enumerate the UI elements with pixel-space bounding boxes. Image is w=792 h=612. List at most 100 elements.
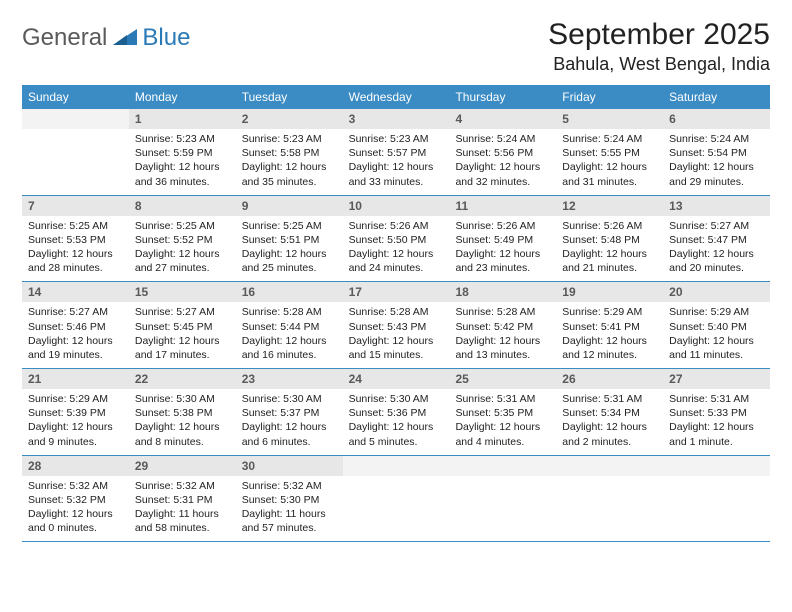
daylight-text: Daylight: 12 hours and 16 minutes. bbox=[242, 334, 337, 362]
sunrise-text: Sunrise: 5:32 AM bbox=[242, 479, 337, 493]
day-number: 20 bbox=[663, 282, 770, 302]
dow-saturday: Saturday bbox=[663, 85, 770, 109]
day-number: 30 bbox=[236, 456, 343, 476]
day-number bbox=[343, 456, 450, 476]
day-info: Sunrise: 5:26 AMSunset: 5:49 PMDaylight:… bbox=[449, 216, 556, 276]
sunset-text: Sunset: 5:42 PM bbox=[455, 320, 550, 334]
sunrise-text: Sunrise: 5:25 AM bbox=[28, 219, 123, 233]
daylight-text: Daylight: 11 hours and 57 minutes. bbox=[242, 507, 337, 535]
day-number bbox=[663, 456, 770, 476]
daylight-text: Daylight: 12 hours and 27 minutes. bbox=[135, 247, 230, 275]
daylight-text: Daylight: 12 hours and 23 minutes. bbox=[455, 247, 550, 275]
sunrise-text: Sunrise: 5:23 AM bbox=[349, 132, 444, 146]
sunset-text: Sunset: 5:33 PM bbox=[669, 406, 764, 420]
sunrise-text: Sunrise: 5:31 AM bbox=[455, 392, 550, 406]
daylight-text: Daylight: 12 hours and 29 minutes. bbox=[669, 160, 764, 188]
sunrise-text: Sunrise: 5:29 AM bbox=[562, 305, 657, 319]
day-number: 23 bbox=[236, 369, 343, 389]
daylight-text: Daylight: 12 hours and 12 minutes. bbox=[562, 334, 657, 362]
day-cell: 25Sunrise: 5:31 AMSunset: 5:35 PMDayligh… bbox=[449, 369, 556, 455]
day-number bbox=[22, 109, 129, 129]
day-cell: 16Sunrise: 5:28 AMSunset: 5:44 PMDayligh… bbox=[236, 282, 343, 368]
day-cell: 6Sunrise: 5:24 AMSunset: 5:54 PMDaylight… bbox=[663, 109, 770, 195]
dow-friday: Friday bbox=[556, 85, 663, 109]
day-cell: 26Sunrise: 5:31 AMSunset: 5:34 PMDayligh… bbox=[556, 369, 663, 455]
day-info: Sunrise: 5:27 AMSunset: 5:45 PMDaylight:… bbox=[129, 302, 236, 362]
day-number: 12 bbox=[556, 196, 663, 216]
day-number: 16 bbox=[236, 282, 343, 302]
day-number: 11 bbox=[449, 196, 556, 216]
day-cell: 28Sunrise: 5:32 AMSunset: 5:32 PMDayligh… bbox=[22, 456, 129, 542]
calendar-page: General Blue September 2025 Bahula, West… bbox=[0, 0, 792, 560]
sunset-text: Sunset: 5:39 PM bbox=[28, 406, 123, 420]
day-info: Sunrise: 5:30 AMSunset: 5:37 PMDaylight:… bbox=[236, 389, 343, 449]
month-title: September 2025 bbox=[548, 18, 770, 52]
dow-tuesday: Tuesday bbox=[236, 85, 343, 109]
weeks-container: 1Sunrise: 5:23 AMSunset: 5:59 PMDaylight… bbox=[22, 109, 770, 542]
sunset-text: Sunset: 5:30 PM bbox=[242, 493, 337, 507]
logo: General Blue bbox=[22, 24, 190, 52]
day-number: 28 bbox=[22, 456, 129, 476]
sunrise-text: Sunrise: 5:32 AM bbox=[28, 479, 123, 493]
daylight-text: Daylight: 12 hours and 25 minutes. bbox=[242, 247, 337, 275]
sunset-text: Sunset: 5:36 PM bbox=[349, 406, 444, 420]
daylight-text: Daylight: 12 hours and 35 minutes. bbox=[242, 160, 337, 188]
day-cell: 21Sunrise: 5:29 AMSunset: 5:39 PMDayligh… bbox=[22, 369, 129, 455]
day-number: 5 bbox=[556, 109, 663, 129]
daylight-text: Daylight: 12 hours and 1 minute. bbox=[669, 420, 764, 448]
sunrise-text: Sunrise: 5:26 AM bbox=[455, 219, 550, 233]
day-number: 4 bbox=[449, 109, 556, 129]
day-number: 18 bbox=[449, 282, 556, 302]
day-cell: 4Sunrise: 5:24 AMSunset: 5:56 PMDaylight… bbox=[449, 109, 556, 195]
day-cell: 10Sunrise: 5:26 AMSunset: 5:50 PMDayligh… bbox=[343, 196, 450, 282]
day-info: Sunrise: 5:28 AMSunset: 5:44 PMDaylight:… bbox=[236, 302, 343, 362]
day-number: 2 bbox=[236, 109, 343, 129]
day-info: Sunrise: 5:28 AMSunset: 5:43 PMDaylight:… bbox=[343, 302, 450, 362]
day-cell: 7Sunrise: 5:25 AMSunset: 5:53 PMDaylight… bbox=[22, 196, 129, 282]
sunset-text: Sunset: 5:40 PM bbox=[669, 320, 764, 334]
day-info: Sunrise: 5:27 AMSunset: 5:47 PMDaylight:… bbox=[663, 216, 770, 276]
day-info: Sunrise: 5:29 AMSunset: 5:40 PMDaylight:… bbox=[663, 302, 770, 362]
sunrise-text: Sunrise: 5:24 AM bbox=[562, 132, 657, 146]
day-number: 7 bbox=[22, 196, 129, 216]
sunrise-text: Sunrise: 5:31 AM bbox=[562, 392, 657, 406]
week-row: 7Sunrise: 5:25 AMSunset: 5:53 PMDaylight… bbox=[22, 196, 770, 283]
daylight-text: Daylight: 12 hours and 33 minutes. bbox=[349, 160, 444, 188]
day-cell: 19Sunrise: 5:29 AMSunset: 5:41 PMDayligh… bbox=[556, 282, 663, 368]
sunset-text: Sunset: 5:44 PM bbox=[242, 320, 337, 334]
sunset-text: Sunset: 5:41 PM bbox=[562, 320, 657, 334]
day-number: 13 bbox=[663, 196, 770, 216]
day-number: 10 bbox=[343, 196, 450, 216]
day-info: Sunrise: 5:29 AMSunset: 5:41 PMDaylight:… bbox=[556, 302, 663, 362]
day-cell: 14Sunrise: 5:27 AMSunset: 5:46 PMDayligh… bbox=[22, 282, 129, 368]
daylight-text: Daylight: 12 hours and 19 minutes. bbox=[28, 334, 123, 362]
sunset-text: Sunset: 5:48 PM bbox=[562, 233, 657, 247]
week-row: 21Sunrise: 5:29 AMSunset: 5:39 PMDayligh… bbox=[22, 369, 770, 456]
sunset-text: Sunset: 5:50 PM bbox=[349, 233, 444, 247]
dow-sunday: Sunday bbox=[22, 85, 129, 109]
sunset-text: Sunset: 5:51 PM bbox=[242, 233, 337, 247]
day-cell: 24Sunrise: 5:30 AMSunset: 5:36 PMDayligh… bbox=[343, 369, 450, 455]
day-info: Sunrise: 5:23 AMSunset: 5:59 PMDaylight:… bbox=[129, 129, 236, 189]
day-info: Sunrise: 5:29 AMSunset: 5:39 PMDaylight:… bbox=[22, 389, 129, 449]
daylight-text: Daylight: 12 hours and 15 minutes. bbox=[349, 334, 444, 362]
sunset-text: Sunset: 5:52 PM bbox=[135, 233, 230, 247]
day-info: Sunrise: 5:25 AMSunset: 5:51 PMDaylight:… bbox=[236, 216, 343, 276]
sunset-text: Sunset: 5:53 PM bbox=[28, 233, 123, 247]
dow-monday: Monday bbox=[129, 85, 236, 109]
sunrise-text: Sunrise: 5:29 AM bbox=[28, 392, 123, 406]
day-info: Sunrise: 5:31 AMSunset: 5:34 PMDaylight:… bbox=[556, 389, 663, 449]
day-info: Sunrise: 5:26 AMSunset: 5:48 PMDaylight:… bbox=[556, 216, 663, 276]
day-cell: 22Sunrise: 5:30 AMSunset: 5:38 PMDayligh… bbox=[129, 369, 236, 455]
day-number: 24 bbox=[343, 369, 450, 389]
day-cell bbox=[449, 456, 556, 542]
day-info: Sunrise: 5:25 AMSunset: 5:53 PMDaylight:… bbox=[22, 216, 129, 276]
daylight-text: Daylight: 12 hours and 9 minutes. bbox=[28, 420, 123, 448]
sunrise-text: Sunrise: 5:30 AM bbox=[349, 392, 444, 406]
week-row: 14Sunrise: 5:27 AMSunset: 5:46 PMDayligh… bbox=[22, 282, 770, 369]
daylight-text: Daylight: 12 hours and 6 minutes. bbox=[242, 420, 337, 448]
sunrise-text: Sunrise: 5:27 AM bbox=[28, 305, 123, 319]
day-number: 1 bbox=[129, 109, 236, 129]
sunrise-text: Sunrise: 5:28 AM bbox=[349, 305, 444, 319]
day-info: Sunrise: 5:30 AMSunset: 5:36 PMDaylight:… bbox=[343, 389, 450, 449]
